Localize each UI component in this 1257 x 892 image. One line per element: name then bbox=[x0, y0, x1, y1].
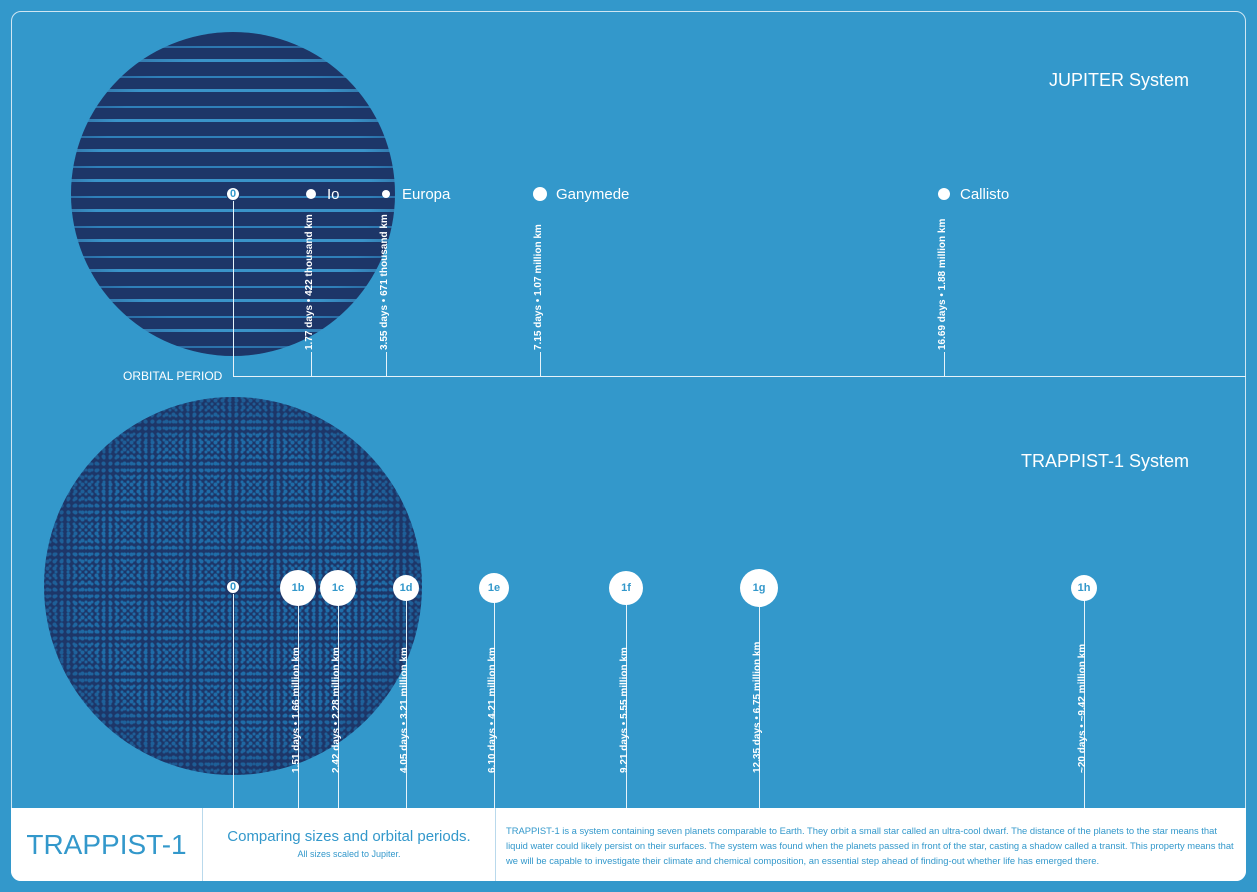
planet-line bbox=[759, 588, 760, 808]
moon-name: Europa bbox=[402, 186, 451, 203]
jupiter-zero-line bbox=[233, 194, 234, 376]
footer: TRAPPIST-1 Comparing sizes and orbital p… bbox=[11, 808, 1246, 881]
orbital-period-label: ORBITAL PERIOD bbox=[123, 369, 223, 383]
footer-subtitle: Comparing sizes and orbital periods. bbox=[227, 828, 471, 845]
jupiter-system-title: JUPITER System bbox=[1048, 70, 1189, 90]
planet-line bbox=[494, 588, 495, 808]
trappist-star-illustration bbox=[44, 397, 422, 775]
planet-marker: 1g bbox=[740, 569, 778, 607]
moon-name: Callisto bbox=[960, 186, 1010, 203]
jupiter-axis bbox=[233, 376, 1246, 377]
moon-tick bbox=[311, 352, 312, 376]
planet-marker: 1d bbox=[393, 575, 419, 601]
trappist-system-title: TRAPPIST-1 System bbox=[1020, 451, 1189, 471]
planet-marker: 1e bbox=[479, 573, 509, 603]
moon-tick bbox=[540, 352, 541, 376]
planet-orbit-label: ~20 days • ~9.42 million km bbox=[1077, 643, 1088, 773]
moon-tick bbox=[944, 352, 945, 376]
planet-marker: 1f bbox=[609, 571, 643, 605]
planet-marker: 1h bbox=[1071, 575, 1097, 601]
planet-line bbox=[626, 588, 627, 808]
footer-note: All sizes scaled to Jupiter. bbox=[297, 849, 401, 859]
moon-name: Ganymede bbox=[556, 186, 630, 203]
moon-orbit-label: 16.69 days • 1.88 million km bbox=[937, 218, 948, 350]
planet-orbit-label: 1.51 days • 1.66 million km bbox=[291, 647, 302, 773]
moon-tick bbox=[386, 352, 387, 376]
moon-orbit-label: 3.55 days • 671 thousand km bbox=[379, 214, 390, 350]
planet-line bbox=[1084, 588, 1085, 808]
planet-orbit-label: 9.21 days • 5.55 million km bbox=[619, 647, 630, 773]
footer-subtitle-cell: Comparing sizes and orbital periods. All… bbox=[203, 808, 496, 881]
moon-marker bbox=[306, 189, 316, 199]
planet-orbit-label: 12.35 days • 6.75 million km bbox=[752, 641, 763, 773]
jupiter-zero-marker: 0 bbox=[226, 187, 240, 201]
trappist-zero-marker: 0 bbox=[226, 580, 240, 594]
moon-name: Io bbox=[327, 186, 340, 203]
moon-marker bbox=[938, 188, 950, 200]
trappist-zero-line bbox=[233, 588, 234, 808]
footer-title: TRAPPIST-1 bbox=[11, 808, 203, 881]
moon-orbit-label: 7.15 days • 1.07 million km bbox=[533, 224, 544, 350]
planet-line bbox=[406, 588, 407, 808]
planet-orbit-label: 2.42 days • 2.28 million km bbox=[331, 647, 342, 773]
planet-orbit-label: 6.10 days • 4.21 million km bbox=[487, 647, 498, 773]
planet-marker: 1b bbox=[280, 570, 316, 606]
moon-orbit-label: 1.77 days • 422 thousand km bbox=[304, 214, 315, 350]
planet-marker: 1c bbox=[320, 570, 356, 606]
moon-marker bbox=[533, 187, 547, 201]
planet-line bbox=[298, 588, 299, 808]
moon-marker bbox=[382, 190, 390, 198]
planet-orbit-label: 4.05 days • 3.21 million km bbox=[399, 647, 410, 773]
planet-line bbox=[338, 588, 339, 808]
footer-description: TRAPPIST-1 is a system containing seven … bbox=[506, 825, 1234, 866]
